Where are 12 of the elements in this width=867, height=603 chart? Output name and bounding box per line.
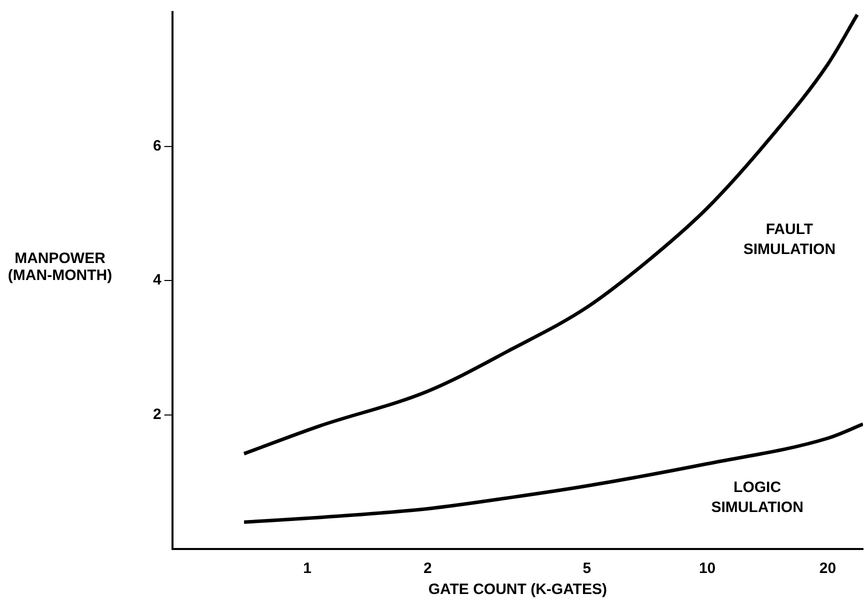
y-tick-label: 2: [153, 406, 162, 423]
y-tick-label: 4: [153, 272, 162, 289]
y-tick-label: 6: [153, 137, 162, 154]
x-tick-label: 1: [303, 560, 312, 578]
text: FAULT SIMULATION: [743, 220, 836, 258]
series-label: LOGIC SIMULATION: [711, 478, 804, 516]
x-tick-label: 20: [819, 560, 836, 578]
x-tick-label: 5: [582, 560, 592, 578]
y-axis-title: MANPOWER (MAN-MONTH): [6, 250, 114, 284]
x-tick-label: 10: [698, 560, 716, 578]
x-axis-title: GATE COUNT (K-GATES): [428, 581, 607, 598]
x-tick-label: 2: [424, 560, 432, 578]
